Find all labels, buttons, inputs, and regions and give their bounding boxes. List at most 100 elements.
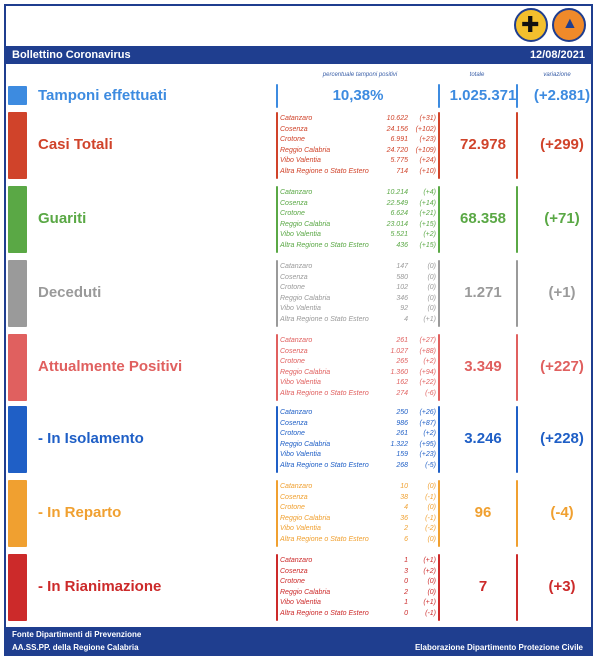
province-variation: (+2) [423,358,436,366]
province-name: Crotone [280,358,305,366]
province-name: Reggio Calabria [280,588,331,596]
positivi-total: 3.349 [464,358,502,375]
guariti-variation: (+71) [544,210,580,227]
province-name: Cosenza [280,347,308,355]
rianimazione-label: - In Rianimazione [38,578,162,595]
province-name: Cosenza [280,199,308,207]
casi-bar [8,112,27,179]
casi-variation: (+299) [540,136,584,153]
province-name: Vibo Valentia [280,451,321,459]
guariti-label: Guariti [38,210,87,227]
isolamento-label: - In Isolamento [38,430,144,447]
province-variation: (+23) [419,451,436,459]
province-row: Crotone 4 (0) [280,503,436,514]
deceduti-separator-2 [438,260,440,327]
protezione-civile-logo-icon [552,8,586,42]
tamponi-separator [276,84,278,108]
reparto-separator-3 [516,480,518,547]
province-name: Vibo Valentia [280,231,321,239]
casi-total: 72.978 [460,136,506,153]
casi-separator [276,112,278,179]
province-variation: (0) [427,588,436,596]
province-variation: (+27) [419,337,436,344]
province-name: Catanzaro [280,409,313,416]
province-row: Reggio Calabria 24.720 (+109) [280,146,436,157]
province-name: Altra Regione o Stato Estero [280,535,369,543]
province-row: Crotone 6.991 (+23) [280,135,436,146]
total-column-header: totale [469,72,485,78]
province-name: Catanzaro [280,263,313,270]
province-row: Catanzaro 147 (0) [280,262,436,273]
province-name: Altra Regione o Stato Estero [280,315,369,323]
province-name: Cosenza [280,273,308,281]
province-value: 1 [404,557,408,564]
province-name: Cosenza [280,493,308,501]
rianimazione-total: 7 [478,578,488,595]
reparto-variation: (-4) [550,504,574,521]
province-value: 3 [404,567,408,575]
province-name: Crotone [280,578,305,586]
province-value: 36 [400,514,408,522]
deceduti-total: 1.271 [464,284,502,301]
province-value: 162 [396,379,408,387]
reparto-province-list: Catanzaro 10 (0) Cosenza 38 (-1) Crotone 4 (0) Re… [280,482,436,546]
deceduti-variation: (+1) [548,284,576,301]
isolamento-province-list: Catanzaro 250 (+26) Cosenza 986 (+87) Crotone 2… [280,408,436,472]
province-row: Reggio Calabria 346 (0) [280,294,436,305]
province-variation: (0) [427,284,436,292]
tamponi-separator-2 [438,84,440,108]
deceduti-province-list: Catanzaro 147 (0) Cosenza 580 (0) Crotone 102 (0… [280,262,436,326]
province-name: Cosenza [280,567,308,575]
province-variation: (+4) [423,189,436,196]
province-name: Catanzaro [280,189,313,196]
province-name: Reggio Calabria [280,368,331,376]
bulletin-title: Bollettino Coronavirus [12,49,131,61]
province-row: Altra Regione o Stato Estero 714 (+10) [280,167,436,178]
province-name: Vibo Valentia [280,305,321,313]
province-value: 4 [404,315,408,323]
province-value: 6 [404,535,408,543]
regione-calabria-logo-icon [514,8,548,42]
province-variation: (0) [427,504,436,512]
positivi-province-list: Catanzaro 261 (+27) Cosenza 1.027 (+88) Croton… [280,336,436,400]
province-row: Altra Regione o Stato Estero 6 (0) [280,535,436,546]
province-variation: (+102) [415,125,436,133]
province-value: 346 [396,294,408,302]
province-row: Catanzaro 10.622 (+31) [280,114,436,125]
province-variation: (+31) [419,115,436,122]
rianimazione-separator [276,554,278,621]
province-value: 436 [396,241,408,249]
province-name: Reggio Calabria [280,220,331,228]
province-variation: (-1) [425,493,436,501]
province-value: 5.775 [390,157,408,165]
province-row: Crotone 102 (0) [280,283,436,294]
tamponi-bar [8,86,27,105]
province-name: Altra Regione o Stato Estero [280,609,369,617]
province-variation: (0) [427,273,436,281]
province-value: 250 [396,409,408,416]
province-row: Vibo Valentia 5.521 (+2) [280,230,436,241]
province-variation: (0) [427,294,436,302]
province-value: 92 [400,305,408,313]
province-row: Cosenza 1.027 (+88) [280,347,436,358]
province-name: Altra Regione o Stato Estero [280,389,369,397]
guariti-bar [8,186,27,253]
province-variation: (0) [427,305,436,313]
province-row: Reggio Calabria 1.322 (+95) [280,440,436,451]
province-value: 24.156 [386,125,408,133]
province-value: 1.322 [390,440,408,448]
province-value: 22.549 [386,199,408,207]
province-variation: (+21) [419,210,436,218]
province-row: Altra Regione o Stato Estero 274 (-6) [280,389,436,400]
province-value: 261 [396,337,408,344]
province-variation: (+14) [419,199,436,207]
province-value: 274 [396,389,408,397]
isolamento-section: - In Isolamento Catanzaro 250 (+26) Cosenza 9… [8,406,588,473]
province-value: 268 [396,461,408,469]
guariti-separator [276,186,278,253]
province-variation: (0) [427,535,436,543]
province-name: Cosenza [280,419,308,427]
province-value: 2 [404,588,408,596]
province-row: Vibo Valentia 162 (+22) [280,378,436,389]
province-variation: (+1) [423,557,436,564]
